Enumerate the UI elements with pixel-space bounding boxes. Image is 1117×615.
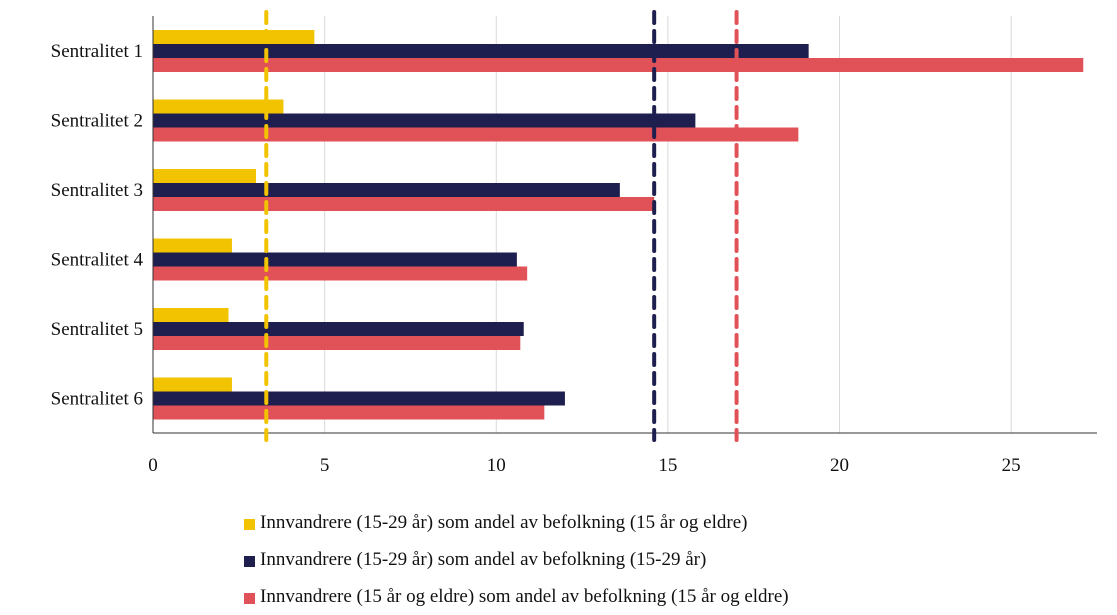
x-tick-label-3: 15 bbox=[658, 455, 677, 476]
bar-2-3 bbox=[153, 266, 528, 281]
bar-2-4 bbox=[153, 336, 521, 350]
legend-swatch-2 bbox=[244, 592, 255, 604]
y-tick-label-5: Sentralitet 6 bbox=[51, 389, 143, 410]
legend-swatch-1 bbox=[244, 555, 255, 567]
bar-0-4 bbox=[153, 308, 229, 322]
legend-item-2: Innvandrere (15 år og eldre) som andel a… bbox=[244, 578, 789, 615]
legend-label-0: Innvandrere (15-29 år) som andel av befo… bbox=[260, 511, 748, 533]
legend-label-1: Innvandrere (15-29 år) som andel av befo… bbox=[260, 548, 707, 570]
legend-item-1: Innvandrere (15-29 år) som andel av befo… bbox=[244, 541, 789, 578]
bar-1-1 bbox=[153, 113, 696, 128]
x-tick-label-1: 5 bbox=[320, 455, 330, 476]
legend-swatch-0 bbox=[244, 518, 255, 530]
bar-0-3 bbox=[153, 238, 232, 253]
bar-2-5 bbox=[153, 405, 545, 420]
x-tick-label-5: 25 bbox=[1002, 455, 1021, 476]
legend: Innvandrere (15-29 år) som andel av befo… bbox=[244, 504, 789, 615]
legend-label-2: Innvandrere (15 år og eldre) som andel a… bbox=[260, 585, 789, 607]
x-tick-label-2: 10 bbox=[487, 455, 506, 476]
bar-1-4 bbox=[153, 322, 524, 336]
bar-0-1 bbox=[153, 99, 284, 114]
bar-0-0 bbox=[153, 30, 315, 44]
bar-0-5 bbox=[153, 377, 232, 392]
x-tick-label-4: 20 bbox=[830, 455, 849, 476]
bar-chart: 0 5 10 15 20 25 Sentralitet 1 Sentralitet 2 Sent… bbox=[51, 10, 1097, 476]
bar-1-3 bbox=[153, 252, 517, 267]
bar-1-5 bbox=[153, 391, 565, 406]
bar-0-2 bbox=[153, 169, 256, 183]
bar-2-2 bbox=[153, 197, 655, 211]
bar-1-2 bbox=[153, 183, 620, 197]
y-tick-label-2: Sentralitet 3 bbox=[51, 180, 143, 201]
y-tick-label-1: Sentralitet 2 bbox=[51, 111, 143, 132]
legend-item-0: Innvandrere (15-29 år) som andel av befo… bbox=[244, 504, 789, 541]
bar-1-0 bbox=[153, 44, 809, 58]
y-tick-label-4: Sentralitet 5 bbox=[51, 319, 143, 340]
x-tick-label-0: 0 bbox=[148, 455, 158, 476]
y-tick-label-0: Sentralitet 1 bbox=[51, 41, 143, 62]
y-tick-label-3: Sentralitet 4 bbox=[51, 250, 144, 271]
bar-2-0 bbox=[153, 58, 1084, 72]
bar-2-1 bbox=[153, 127, 799, 142]
